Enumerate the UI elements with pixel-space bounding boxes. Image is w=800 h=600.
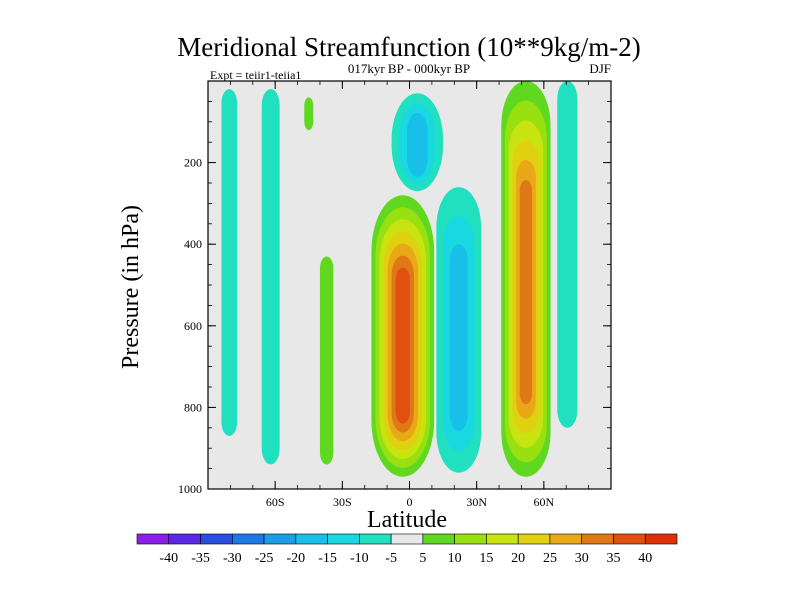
- contour-region-upper-sh-patch: [304, 97, 314, 130]
- y-axis: 200 400 600 800 1000: [178, 156, 611, 496]
- colorbar-label: 25: [543, 551, 557, 566]
- contour-region-equatorial-positive-cell: [371, 195, 435, 477]
- contour-level-sh-midlat-band-0: [319, 256, 334, 465]
- colorbar-label: 20: [511, 551, 525, 566]
- colorbar-label: 35: [606, 551, 620, 566]
- contour-level-equatorial-positive-cell-6: [395, 267, 410, 424]
- contour-level-sh-subpolar-band-0: [261, 89, 280, 465]
- colorbar-box-0: [136, 533, 170, 545]
- x-tick-label: 30N: [466, 495, 487, 509]
- colorbar-label: 30: [575, 551, 589, 566]
- contour-level-sh-polar-band-0: [221, 89, 238, 436]
- x-tick-label: 30S: [333, 495, 352, 509]
- colorbar-label: 5: [419, 551, 426, 566]
- colorbar-label: 15: [479, 551, 493, 566]
- colorbar: -40 -35 -30 -25 -20 -15 -10 -5 5 10 15 20 25 30 35 40: [136, 533, 678, 566]
- x-tick-label: 60N: [533, 495, 554, 509]
- colorbar-label: -25: [255, 551, 274, 566]
- chart-title: Meridional Streamfunction (10**9kg/m-2): [177, 32, 640, 62]
- colorbar-label: 40: [638, 551, 652, 566]
- y-tick-label: 200: [184, 156, 202, 170]
- contour-level-upper-sh-patch-0: [304, 97, 314, 130]
- contour-level-upper-tropical-negative-cell-2: [407, 112, 428, 177]
- contour-region-upper-tropical-negative-cell: [391, 93, 444, 192]
- y-tick-label: 800: [184, 400, 202, 414]
- x-axis-label: Latitude: [367, 507, 447, 533]
- colorbar-label: -5: [385, 551, 397, 566]
- axis-minor-ticks: [207, 80, 612, 490]
- contour-region-nh-tropical-negative-cell: [436, 187, 482, 473]
- y-axis-label: Pressure (in hPa): [118, 205, 144, 369]
- y-tick-label: 600: [184, 319, 202, 333]
- colorbar-label: -10: [350, 551, 369, 566]
- colorbar-box-2: [200, 533, 233, 545]
- colorbar-label: -15: [318, 551, 337, 566]
- x-tick-label: 0: [407, 495, 413, 509]
- colorbar-label: -20: [286, 551, 305, 566]
- contour-fill-layer: [221, 81, 578, 477]
- colorbar-box-16: [644, 533, 678, 545]
- contour-region-sh-midlat-band: [319, 256, 334, 465]
- colorbar-box-13: [549, 533, 583, 545]
- contour-region-sh-subpolar-band: [261, 89, 280, 465]
- contour-region-sh-polar-band: [221, 89, 238, 436]
- contour-region-nh-midlat-positive-cell: [501, 81, 551, 477]
- colorbar-label: 10: [448, 551, 462, 566]
- colorbar-box-5: [295, 533, 328, 545]
- y-tick-label: 400: [184, 237, 202, 251]
- colorbar-box-9: [422, 533, 455, 545]
- colorbar-box-11: [486, 533, 519, 545]
- season-label: DJF: [589, 61, 611, 76]
- contour-level-nh-subpolar-band-0: [557, 81, 578, 428]
- colorbar-box-15: [613, 533, 646, 545]
- colorbar-box-8: [390, 533, 424, 545]
- colorbar-box-4: [263, 533, 297, 545]
- y-tick-label: 1000: [178, 482, 202, 496]
- colorbar-label: -35: [191, 551, 210, 566]
- x-tick-label: 60S: [266, 495, 285, 509]
- contour-level-nh-midlat-positive-cell-5: [519, 179, 533, 405]
- colorbar-box-10: [454, 533, 487, 545]
- colorbar-box-14: [581, 533, 614, 545]
- experiment-label: Expt = teiir1-teiia1: [210, 68, 301, 82]
- chart-subtitle: 017kyr BP - 000kyr BP: [348, 61, 470, 76]
- colorbar-box-12: [517, 533, 551, 545]
- colorbar-box-7: [359, 533, 392, 545]
- contour-region-nh-subpolar-band: [557, 81, 578, 428]
- colorbar-label: -40: [159, 551, 178, 566]
- colorbar-box-3: [231, 533, 265, 545]
- colorbar-box-1: [168, 533, 201, 545]
- colorbar-box-6: [327, 533, 360, 545]
- contour-level-nh-tropical-negative-cell-2: [449, 244, 468, 431]
- colorbar-label: -30: [223, 551, 242, 566]
